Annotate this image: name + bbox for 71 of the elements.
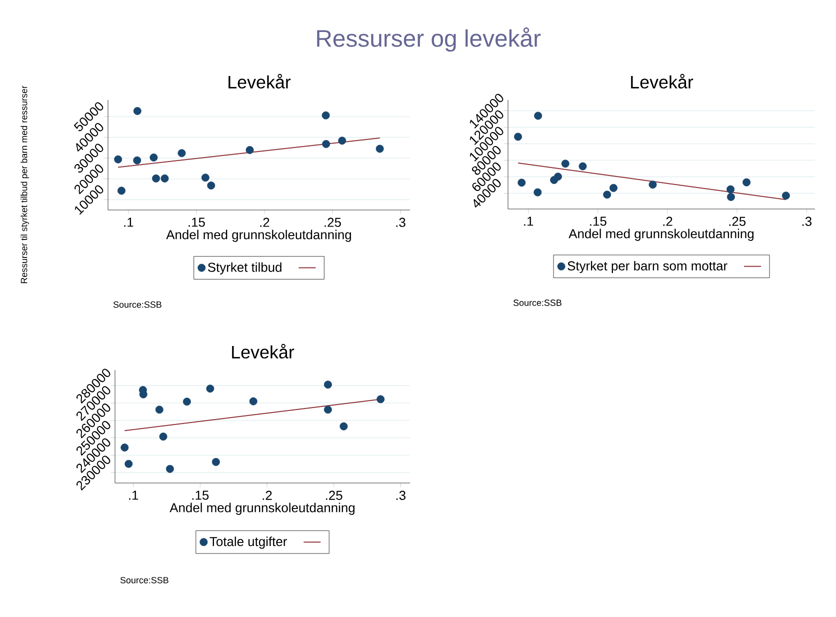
- source-note: Source:SSB: [513, 300, 562, 306]
- x-tick-label: .2: [262, 490, 272, 500]
- x-axis-title: Andel med grunnskoleutdanning: [170, 502, 355, 515]
- point: [340, 422, 348, 430]
- point: [338, 136, 346, 145]
- y-axis-title: Ressurser til styrket tilbud per barn med ressurser: [20, 86, 29, 284]
- x-axis-title: Andel med grunnskoleutdanning: [568, 228, 754, 241]
- source-note: Source:SSB: [120, 576, 168, 584]
- point: [534, 112, 542, 120]
- x-axis-title: Andel med grunnskoleutdanning: [166, 230, 352, 242]
- x-tick-label: .1: [129, 490, 138, 500]
- x-tick-label: .15: [590, 216, 606, 226]
- point: [159, 432, 168, 441]
- x-tick-label: .3: [396, 218, 406, 227]
- point: [155, 406, 164, 414]
- point: [124, 460, 133, 468]
- point: [207, 182, 216, 190]
- x-tick-label: .15: [192, 490, 209, 500]
- point: [726, 185, 735, 194]
- x-tick-label: .25: [326, 490, 342, 500]
- point: [534, 188, 542, 196]
- point: [782, 192, 790, 200]
- legend-label: Styrket tilbud: [208, 262, 282, 274]
- point: [201, 174, 210, 182]
- point: [561, 160, 570, 168]
- chart-title: Levekår: [232, 344, 294, 359]
- point: [514, 132, 522, 141]
- text: Ressurser og levekår: [317, 27, 541, 52]
- x-tick-label: .25: [324, 218, 341, 227]
- point: [206, 384, 214, 393]
- point: [117, 186, 126, 195]
- point: [322, 111, 330, 120]
- chart-title: Levekår: [228, 74, 291, 89]
- point: [160, 174, 169, 182]
- point: [120, 444, 129, 452]
- point: [324, 380, 332, 389]
- legend-label: Totale utgifter: [210, 536, 287, 549]
- point: [554, 172, 562, 181]
- point: [166, 464, 174, 473]
- point: [376, 144, 384, 153]
- point: [150, 154, 158, 162]
- point: [610, 184, 618, 192]
- point: [249, 397, 258, 406]
- x-tick-label: .2: [663, 216, 672, 226]
- point: [133, 156, 142, 164]
- point: [182, 398, 191, 406]
- x-tick-label: .1: [524, 216, 534, 226]
- point: [324, 406, 332, 414]
- chart-title: Levekår: [631, 74, 694, 89]
- point: [133, 107, 142, 115]
- point: [178, 149, 186, 158]
- point: [322, 140, 330, 148]
- point: [726, 192, 735, 201]
- point: [648, 180, 657, 189]
- point: [114, 155, 122, 164]
- point: [603, 190, 612, 199]
- x-tick-label: .2: [260, 218, 270, 227]
- x-tick-label: .3: [396, 490, 406, 500]
- x-tick-label: .25: [729, 216, 746, 226]
- source-note: Source:SSB: [113, 301, 162, 308]
- point: [152, 174, 160, 182]
- legend-label: Styrket per barn som mottar: [568, 260, 728, 274]
- point: [212, 458, 220, 466]
- x-tick-label: .1: [124, 218, 134, 227]
- point: [376, 395, 385, 404]
- point: [578, 162, 587, 170]
- point: [518, 178, 526, 187]
- x-tick-label: .3: [802, 216, 812, 226]
- point: [246, 146, 254, 154]
- x-tick-label: .15: [188, 218, 205, 227]
- point: [742, 178, 751, 186]
